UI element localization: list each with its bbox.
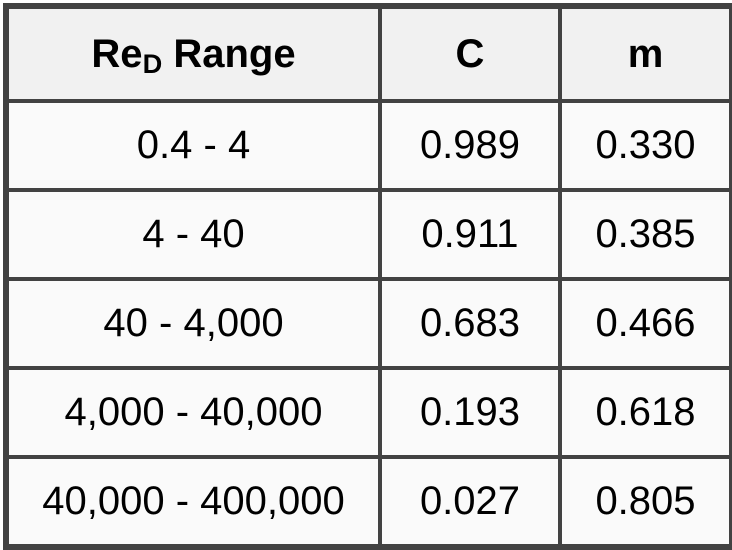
cell-c: 0.989: [378, 99, 562, 192]
table-row: 4,000 - 40,000 0.193 0.618: [4, 366, 732, 459]
cell-c: 0.027: [378, 455, 562, 549]
red-subscript: D: [142, 48, 163, 80]
column-header-c: C: [378, 4, 562, 103]
red-suffix: Range: [162, 31, 296, 76]
cell-c: 0.683: [378, 277, 562, 370]
cell-m: 0.330: [558, 99, 732, 192]
cell-range: 40,000 - 400,000: [4, 455, 382, 549]
cell-c: 0.911: [378, 188, 562, 281]
column-header-m: m: [558, 4, 732, 103]
table-row: 40 - 4,000 0.683 0.466: [4, 277, 732, 370]
table-row: 40,000 - 400,000 0.027 0.805: [4, 455, 732, 549]
cell-c: 0.193: [378, 366, 562, 459]
table-row: 4 - 40 0.911 0.385: [4, 188, 732, 281]
cell-range: 40 - 4,000: [4, 277, 382, 370]
table-row: 0.4 - 4 0.989 0.330: [4, 99, 732, 192]
cell-range: 4 - 40: [4, 188, 382, 281]
red-prefix: Re: [91, 31, 143, 76]
cell-m: 0.385: [558, 188, 732, 281]
cell-m: 0.618: [558, 366, 732, 459]
cell-m: 0.805: [558, 455, 732, 549]
header-row: ReD Range C m: [4, 4, 732, 103]
cell-range: 0.4 - 4: [4, 99, 382, 192]
reynolds-constants-table: ReD Range C m 0.4 - 4 0.989 0.330 4 - 40…: [3, 3, 732, 550]
column-header-red-range: ReD Range: [4, 4, 382, 103]
cell-m: 0.466: [558, 277, 732, 370]
cell-range: 4,000 - 40,000: [4, 366, 382, 459]
